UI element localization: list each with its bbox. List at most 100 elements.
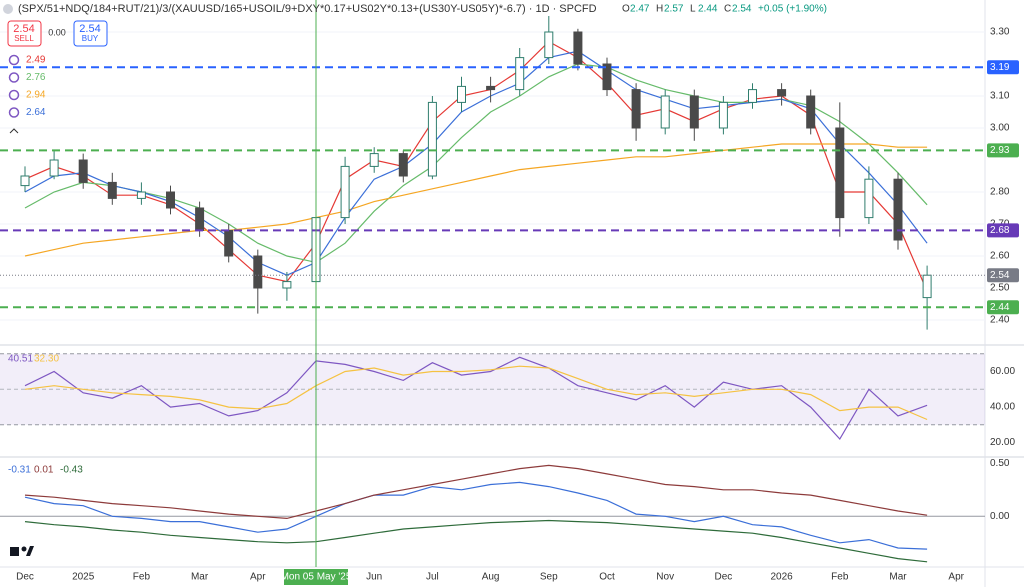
quote-key: O (622, 4, 630, 15)
candle-body (660, 95, 670, 129)
x-tick-label: 2025 (72, 572, 95, 583)
x-tick-label: Aug (482, 572, 500, 583)
quote-key: H (656, 4, 663, 15)
y-tick-label: 3.10 (990, 91, 1010, 102)
indicator-icon (8, 72, 20, 83)
candle-body (631, 89, 641, 129)
y-tick-label: 3.00 (990, 123, 1010, 134)
x-tick-label: Apr (250, 572, 266, 583)
price-badge (987, 60, 1019, 75)
x-tick-label: Dec (715, 572, 733, 583)
candle-body (893, 178, 903, 241)
price-badge (987, 143, 1019, 158)
y-tick-label: 0.00 (990, 511, 1010, 522)
buy-label: BUY (82, 34, 99, 43)
legend-value: 2.64 (26, 107, 46, 118)
candle-body (486, 85, 496, 91)
candle-body (689, 95, 699, 129)
candle-body (78, 159, 88, 183)
x-tick-label: Apr (948, 572, 964, 583)
buy-button[interactable] (73, 20, 108, 47)
candle-body (748, 89, 757, 103)
legend-value: 2.94 (26, 90, 46, 101)
sell-button[interactable] (7, 20, 42, 47)
x-tick-label: 2026 (770, 572, 793, 583)
price-badge (987, 300, 1019, 315)
candle-body (427, 101, 437, 177)
candle-body (806, 95, 816, 129)
candle-body (718, 101, 728, 129)
y-tick-label: 3.30 (990, 27, 1010, 38)
chart-title: (SPX/51+NDQ/184+RUT/21)/3/(XAUUSD/165+US… (18, 3, 597, 15)
candle-body (602, 63, 612, 91)
y-tick-label: 20.00 (990, 437, 1015, 448)
y-tick-label: 2.40 (990, 315, 1010, 326)
quote-value: 2.44 (698, 4, 718, 15)
spread: 0.00 (48, 27, 66, 37)
y-tick-label: 40.00 (990, 402, 1015, 413)
y-tick-label: 2.60 (990, 251, 1010, 262)
y-tick-label: 2.50 (990, 283, 1010, 294)
quote-value: 2.54 (732, 4, 752, 15)
price-badge-label: 2.93 (990, 145, 1010, 156)
crosshair-label-bg (284, 569, 348, 585)
candle-body (253, 255, 263, 289)
candle-body (573, 31, 583, 65)
candle-body (922, 274, 932, 299)
candle-body (515, 57, 525, 91)
y-tick-label: 60.00 (990, 366, 1015, 377)
series-line (24, 40, 928, 292)
price-badge-label: 2.44 (990, 302, 1010, 313)
y-tick-label: 2.80 (990, 187, 1010, 198)
candle-body (835, 127, 845, 219)
sell-label: SELL (14, 34, 34, 43)
candle-body (864, 178, 874, 219)
quote-key: L (690, 4, 696, 15)
x-tick-label: Dec (16, 572, 34, 583)
crosshair-label: Mon 05 May '25 (281, 572, 352, 583)
quote-value: 2.57 (664, 4, 684, 15)
candle-body (369, 153, 379, 167)
x-tick-label: Mar (889, 572, 907, 583)
indicator-icon (8, 107, 20, 118)
quote-value: 2.47 (630, 4, 650, 15)
candle-body (777, 89, 787, 97)
price-badge (987, 223, 1019, 238)
legend-value: 32.30 (34, 354, 59, 365)
series-line (24, 365, 928, 421)
logo (10, 546, 34, 556)
candle-body (398, 153, 408, 177)
candle-body (195, 207, 205, 231)
x-tick-label: Feb (133, 572, 151, 583)
candle-body (107, 181, 117, 199)
price-badge-label: 2.54 (990, 270, 1010, 281)
quote-key: C (724, 4, 731, 15)
x-tick-label: Feb (831, 572, 849, 583)
candle-body (457, 85, 466, 103)
indicator-icon (8, 54, 20, 66)
candle-body (136, 191, 146, 199)
candle-body (224, 229, 234, 257)
series-line (24, 50, 928, 276)
x-tick-label: Jul (426, 572, 439, 583)
legend-value: 2.76 (26, 72, 46, 83)
legend-value: -0.43 (60, 465, 83, 476)
candle-body (340, 165, 350, 219)
x-tick-label: Nov (656, 572, 674, 583)
legend-value: -0.31 (8, 465, 31, 476)
symbol-icon (3, 4, 13, 14)
x-tick-label: Jun (366, 572, 382, 583)
buy-price: 2.54 (79, 23, 100, 35)
candle-body (166, 191, 175, 209)
legend-value: 0.01 (34, 465, 54, 476)
series-line (24, 481, 928, 550)
collapse-icon (9, 128, 19, 134)
x-tick-label: Oct (599, 572, 615, 583)
series-line (24, 464, 928, 520)
price-badge (987, 268, 1019, 283)
x-tick-label: Mar (191, 572, 209, 583)
candle-body (49, 159, 59, 177)
candle-body (20, 175, 30, 187)
